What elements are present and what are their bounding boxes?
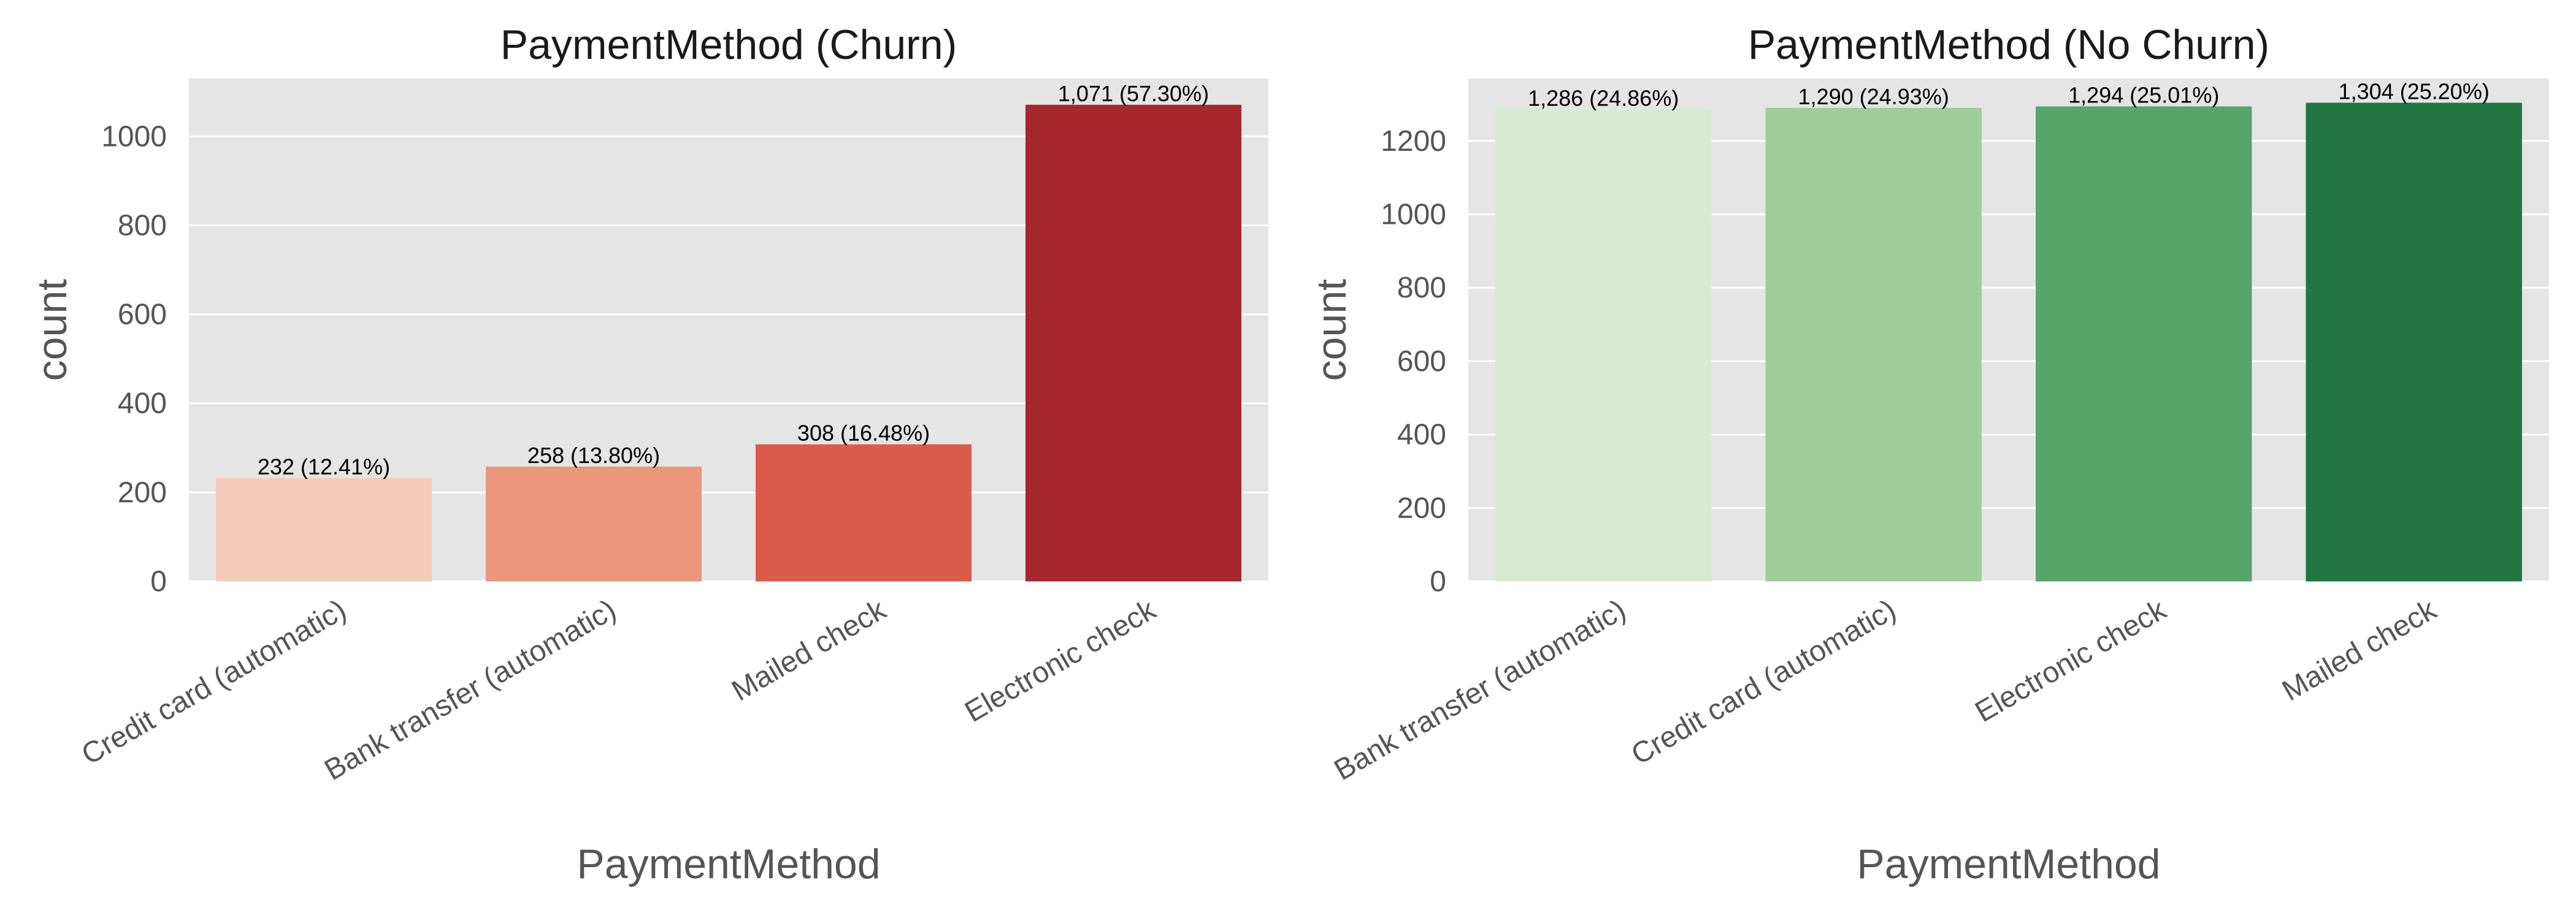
y-tick-label: 800 xyxy=(118,209,167,242)
x-tick-label: Electronic check xyxy=(959,593,1162,729)
bar xyxy=(2036,106,2252,582)
x-tick-label: Bank transfer (automatic) xyxy=(1329,594,1631,787)
y-axis-label: count xyxy=(1308,279,1355,381)
data-label: 1,286 (24.86%) xyxy=(1528,85,1679,110)
data-label: 1,304 (25.20%) xyxy=(2339,79,2490,104)
bar xyxy=(486,466,702,581)
y-tick-label: 0 xyxy=(150,565,167,598)
x-tick-label: Electronic check xyxy=(1970,593,2172,729)
y-tick-label: 400 xyxy=(118,388,167,420)
x-axis-label: PaymentMethod xyxy=(577,841,880,887)
x-axis-label: PaymentMethod xyxy=(1857,841,2160,887)
data-label: 1,294 (25.01%) xyxy=(2068,82,2219,107)
x-tick-label: Credit card (automatic) xyxy=(76,594,351,772)
y-tick-label: 1000 xyxy=(1381,198,1446,231)
x-tick-label: Mailed check xyxy=(2277,593,2442,707)
chart-panel-no-churn: 0 200 400 600 800 1000 1200 1,286 (24.86%) Bank … xyxy=(1308,21,2549,887)
data-label: 308 (16.48%) xyxy=(797,420,930,445)
bar xyxy=(216,478,432,581)
y-tick-label: 600 xyxy=(1397,345,1446,378)
bar xyxy=(1495,109,1712,582)
bar xyxy=(2306,102,2522,581)
y-tick-label: 400 xyxy=(1397,419,1446,451)
data-label: 232 (12.41%) xyxy=(258,454,390,480)
y-tick-label: 600 xyxy=(118,299,167,331)
bar xyxy=(756,444,972,581)
x-tick-label: Bank transfer (automatic) xyxy=(319,594,621,787)
chart-title: PaymentMethod (No Churn) xyxy=(1748,21,2269,68)
y-axis-label: count xyxy=(29,279,75,381)
chart-title: PaymentMethod (Churn) xyxy=(500,21,957,68)
x-tick-label: Mailed check xyxy=(726,593,892,707)
data-label: 258 (13.80%) xyxy=(527,443,660,468)
chart-panel-churn: 0 200 400 600 800 1000 232 (12.41%) Credit card… xyxy=(29,21,1268,887)
y-tick-label: 1200 xyxy=(1381,125,1446,158)
data-label: 1,071 (57.30%) xyxy=(1058,81,1209,106)
y-tick-label: 200 xyxy=(118,477,167,509)
y-tick-label: 1000 xyxy=(101,120,167,153)
x-tick-label: Credit card (automatic) xyxy=(1626,594,1901,772)
y-tick-label: 200 xyxy=(1397,492,1446,524)
y-tick-label: 0 xyxy=(1430,565,1446,598)
data-label: 1,290 (24.93%) xyxy=(1798,84,1949,109)
bar xyxy=(1765,107,1982,582)
y-tick-label: 800 xyxy=(1397,272,1446,304)
bar xyxy=(1025,104,1241,582)
